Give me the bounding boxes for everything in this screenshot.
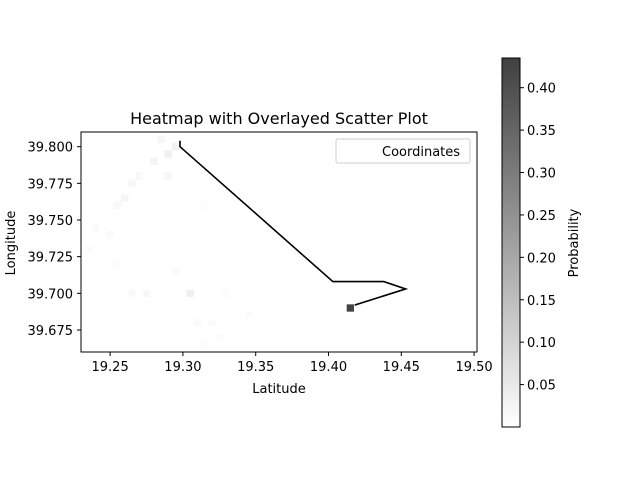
heatmap-cell — [142, 289, 151, 297]
heatmap-cell — [106, 231, 114, 239]
heatmap-cell — [346, 304, 354, 312]
y-axis-label: Longitude — [4, 211, 19, 276]
heatmap-cell — [244, 311, 253, 319]
heatmap-cell — [157, 135, 165, 143]
plot-frame — [80, 131, 478, 353]
x-axis-label: Latitude — [252, 382, 306, 397]
y-tick-label: 39.775 — [28, 177, 74, 192]
colorbar-tick-label: 0.25 — [527, 209, 556, 224]
heatmap-cell — [215, 333, 223, 341]
heatmap-cell — [222, 289, 231, 297]
legend-box — [335, 138, 471, 164]
legend-label: Coordinates — [382, 145, 460, 160]
colorbar-tick-label: 0.35 — [527, 124, 556, 139]
heatmap-cell — [164, 172, 172, 180]
y-tick-label: 39.700 — [28, 287, 74, 302]
heatmap-cell — [171, 143, 180, 151]
colorbar-tick-label: 0.15 — [527, 294, 556, 309]
heatmap-cell — [121, 194, 129, 202]
coordinate-path-line — [179, 140, 409, 306]
legend: Coordinates — [335, 138, 471, 164]
heatmap-cell — [113, 201, 122, 209]
y-tick-label: 39.725 — [28, 251, 74, 266]
heatmap-cell — [171, 267, 180, 275]
colorbar-tick-label: 0.05 — [527, 379, 556, 394]
chart-title: Heatmap with Overlayed Scatter Plot — [130, 109, 428, 128]
y-tick-label: 39.675 — [28, 324, 74, 339]
coordinate-path-layer — [179, 140, 409, 306]
x-tick-label: 19.25 — [92, 360, 129, 375]
x-tick-label: 19.40 — [310, 360, 347, 375]
heatmap-cell — [128, 289, 136, 297]
colorbar-tick-label: 0.20 — [527, 251, 556, 266]
heatmap-cell — [208, 319, 216, 327]
colorbar: 0.05 0.10 0.15 0.20 0.25 0.30 0.35 0.40 Probabi… — [501, 57, 582, 428]
x-tick-label: 19.30 — [164, 360, 201, 375]
x-tick-label: 19.45 — [383, 360, 420, 375]
x-tick-label: 19.50 — [455, 360, 492, 375]
colorbar-tick-label: 0.30 — [527, 167, 556, 182]
heatmap-cell — [186, 289, 194, 297]
heatmap-cell — [193, 319, 202, 327]
heatmap-cell — [128, 179, 136, 187]
colorbar-tick-label: 0.40 — [527, 82, 556, 97]
heatmap-cells — [84, 135, 354, 349]
colorbar-ticks: 0.05 0.10 0.15 0.20 0.25 0.30 0.35 0.40 — [520, 82, 556, 394]
colorbar-gradient — [501, 57, 521, 428]
heatmap-cell — [135, 172, 143, 180]
heatmap-cell — [164, 150, 172, 158]
heatmap-cell — [201, 201, 209, 209]
heatmap-cell — [201, 341, 209, 349]
heatmap-cell — [150, 157, 158, 165]
heatmap-cell — [84, 245, 92, 253]
colorbar-label: Probability — [567, 208, 582, 277]
heatmap-cell — [113, 260, 122, 268]
x-tick-label: 19.35 — [237, 360, 274, 375]
colorbar-tick-label: 0.10 — [527, 336, 556, 351]
heatmap-cell — [91, 223, 100, 231]
x-axis: 19.25 19.30 19.35 19.40 19.45 19.50 — [92, 352, 493, 375]
y-tick-label: 39.750 — [28, 214, 74, 229]
y-axis: 39.675 39.700 39.725 39.750 39.775 39.800 — [28, 141, 81, 339]
y-tick-label: 39.800 — [28, 141, 74, 156]
